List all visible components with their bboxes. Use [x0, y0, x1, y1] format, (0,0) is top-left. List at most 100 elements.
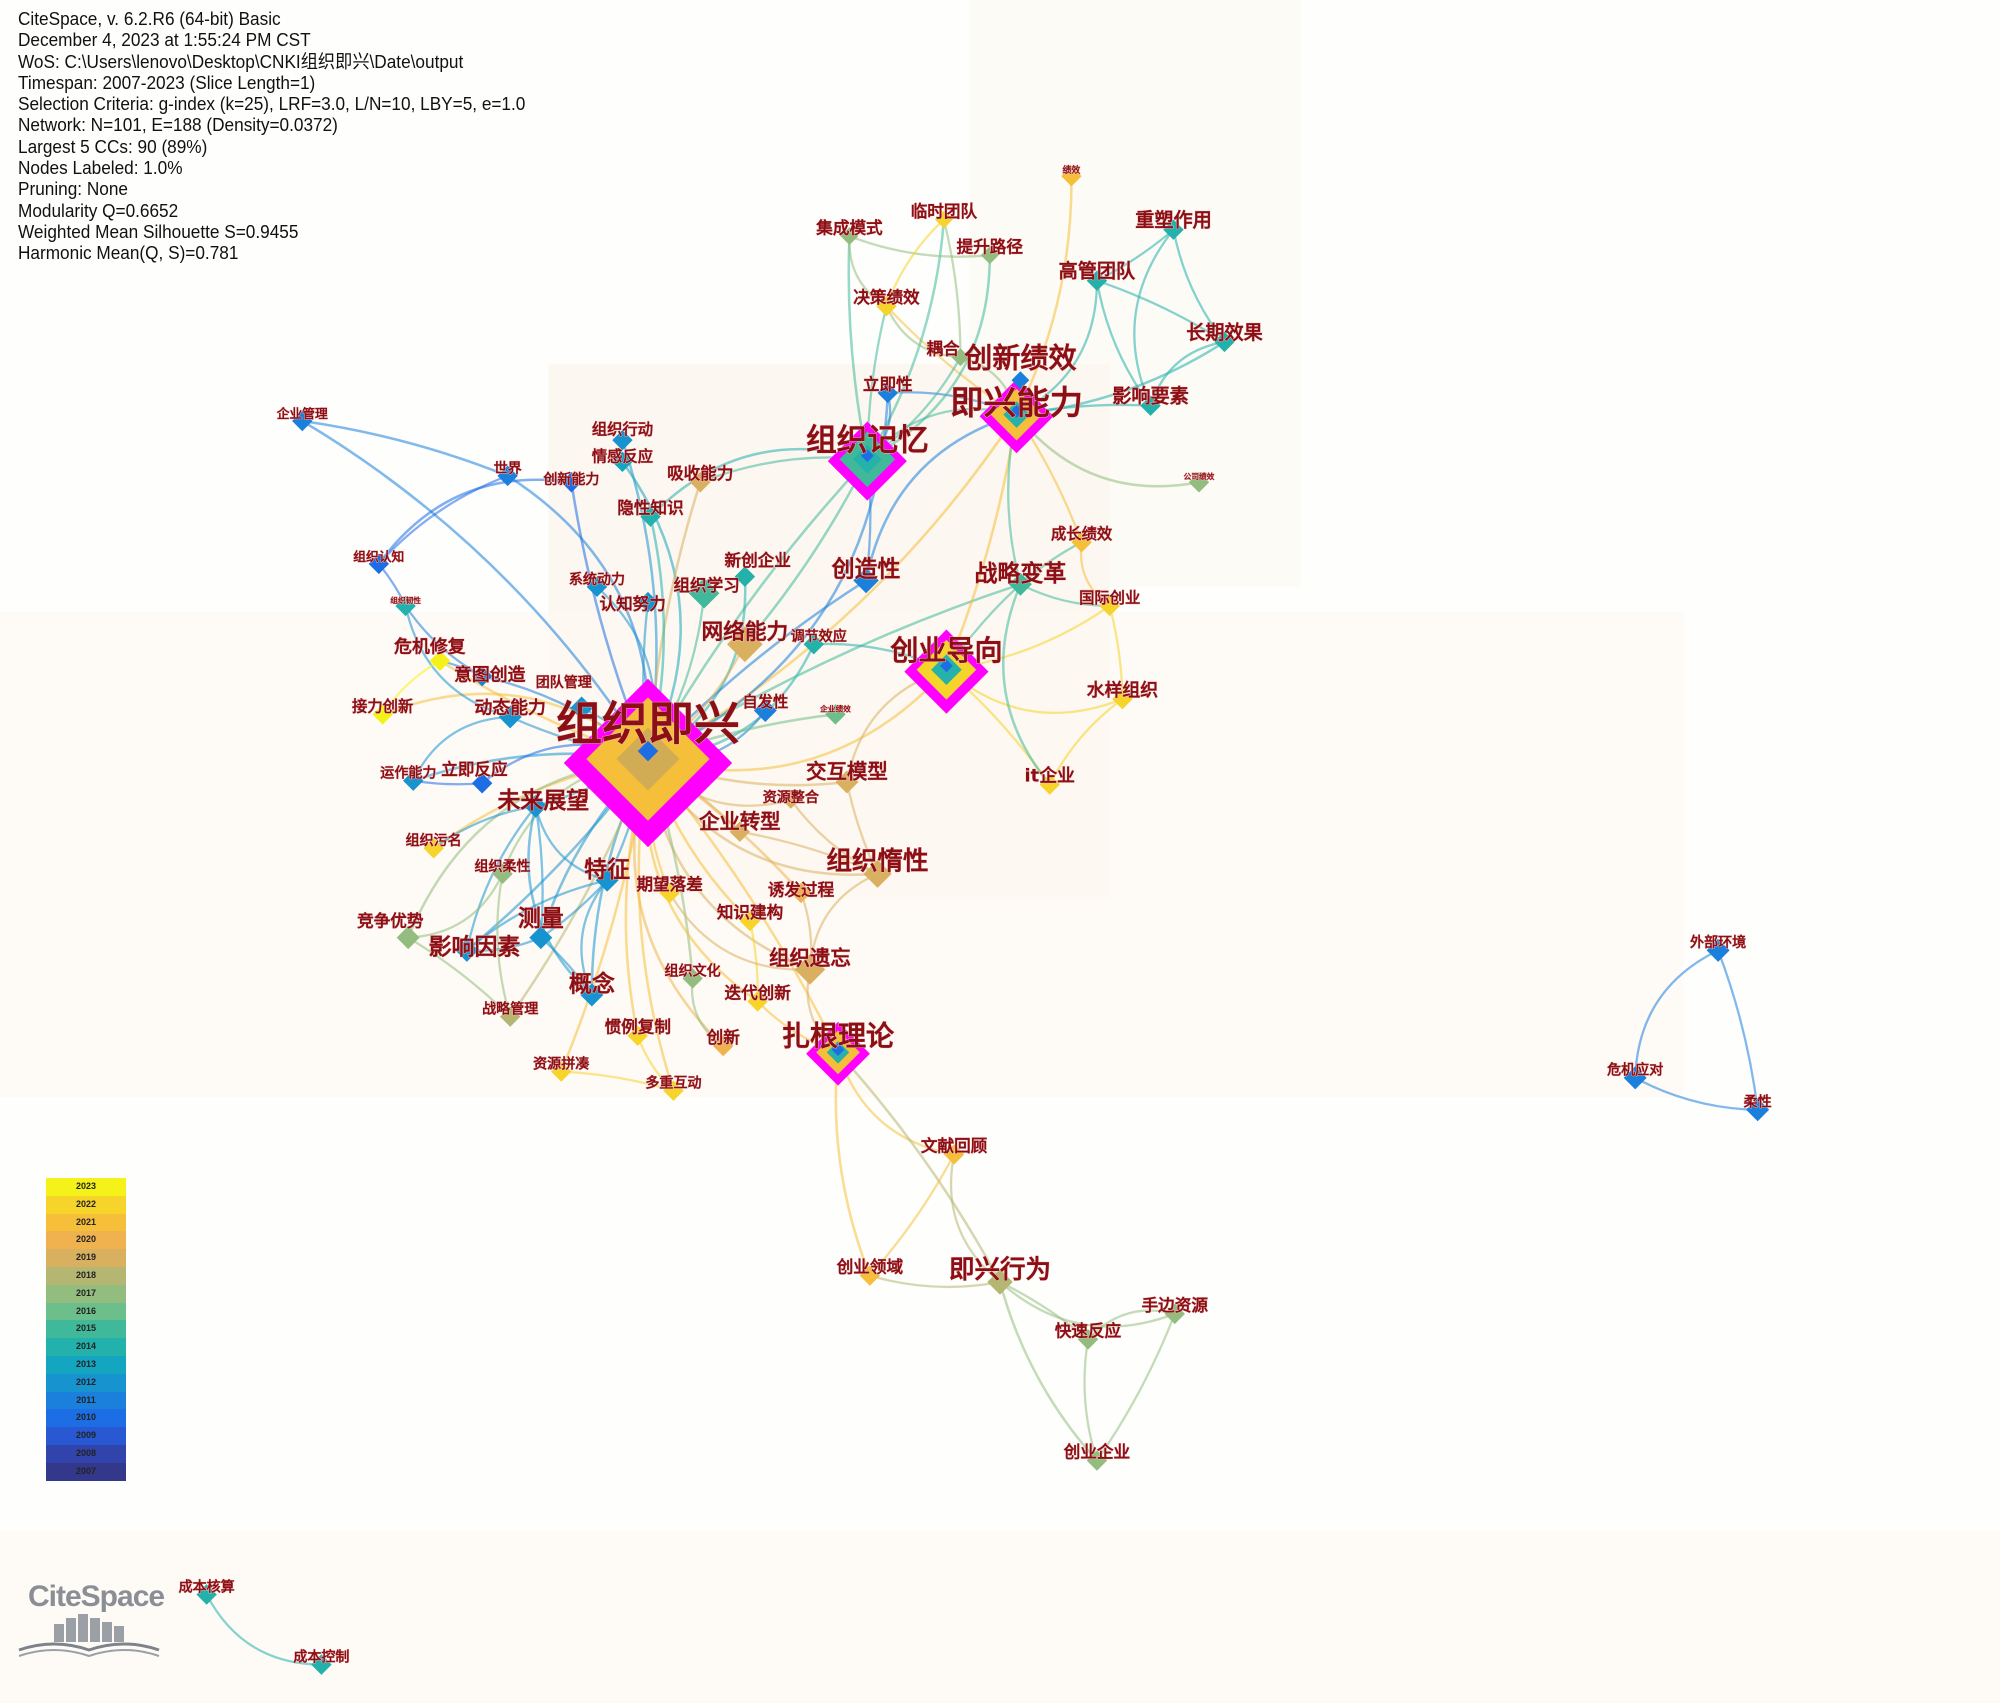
node-组织认知[interactable] — [368, 553, 390, 575]
node-layer — [196, 165, 1770, 1675]
node-label: 资源拼凑 — [533, 1055, 590, 1072]
node-label: 网络能力 — [702, 619, 789, 645]
node-惯例复制[interactable] — [627, 1025, 648, 1047]
info-line-criteria: Selection Criteria: g-index (k=25), LRF=… — [18, 93, 526, 115]
node-知识建构[interactable] — [739, 910, 761, 932]
node-手边资源[interactable] — [1164, 1303, 1185, 1325]
edge-长期效果-影响要素 — [1149, 340, 1225, 407]
node-创业企业[interactable] — [1086, 1450, 1108, 1471]
node-label: 高管团队 — [1059, 260, 1136, 283]
node-国际创业[interactable] — [1099, 595, 1120, 617]
node-提升路径[interactable] — [980, 246, 999, 265]
node-绩效[interactable] — [1061, 165, 1082, 187]
legend-year-2020: 2020 — [46, 1231, 126, 1250]
node-组织行动[interactable] — [612, 429, 633, 451]
node-世界[interactable] — [497, 465, 518, 487]
node-影响因素[interactable] — [455, 938, 479, 962]
node-系统动力[interactable] — [586, 576, 608, 598]
node-水样组织[interactable] — [1112, 688, 1133, 710]
node-情感反应[interactable] — [612, 451, 633, 473]
node-危机应对[interactable] — [1623, 1066, 1647, 1090]
node-未来展望[interactable] — [524, 794, 548, 818]
node-网络能力[interactable] — [727, 626, 763, 663]
node-期望落差[interactable] — [659, 882, 680, 904]
node-测量[interactable] — [529, 926, 553, 950]
node-意图创造[interactable] — [471, 665, 493, 687]
edge-集成模式-决策绩效 — [848, 236, 888, 308]
node-战略管理[interactable] — [500, 1006, 521, 1027]
node-柔性[interactable] — [1746, 1098, 1770, 1122]
node-即兴能力[interactable] — [979, 379, 1054, 454]
node-迭代创新[interactable] — [747, 991, 768, 1012]
node-组织惰性[interactable] — [863, 859, 892, 888]
node-资源整合[interactable] — [781, 790, 800, 809]
node-多重互动[interactable] — [663, 1080, 684, 1101]
node-创造性[interactable] — [853, 567, 879, 594]
node-立即性[interactable] — [877, 382, 898, 404]
node-集成模式[interactable] — [840, 227, 859, 245]
node-交互模型[interactable] — [835, 770, 859, 794]
node-组织记忆[interactable] — [827, 421, 907, 501]
node-立即反应[interactable] — [471, 773, 493, 794]
node-成本控制[interactable] — [311, 1654, 332, 1675]
node-即兴行为[interactable] — [987, 1269, 1013, 1295]
node-组织韧性[interactable] — [395, 595, 416, 617]
node-团队管理[interactable] — [570, 696, 594, 720]
node-快速反应[interactable] — [1077, 1329, 1099, 1350]
node-label: 接力创新 — [352, 697, 413, 715]
node-组织污名[interactable] — [423, 838, 444, 859]
node-label: 创新绩效 — [963, 341, 1076, 374]
node-高管团队[interactable] — [1086, 270, 1108, 291]
node-长期效果[interactable] — [1214, 331, 1235, 353]
node-组织学习[interactable] — [688, 577, 720, 609]
node-label: 组织韧性 — [390, 595, 421, 605]
node-资源拼凑[interactable] — [551, 1061, 572, 1082]
node-企业管理[interactable] — [292, 410, 313, 432]
node-创新能力[interactable] — [561, 472, 582, 493]
node-企业绩效[interactable] — [825, 704, 846, 725]
node-企业转型[interactable] — [729, 821, 750, 842]
node-概念[interactable] — [580, 983, 604, 1007]
node-重塑作用[interactable] — [1163, 219, 1184, 240]
node-成长绩效[interactable] — [1071, 531, 1092, 553]
node-文献回顾[interactable] — [943, 1144, 965, 1165]
node-战略变革[interactable] — [1008, 572, 1032, 596]
node-影响要素[interactable] — [1140, 395, 1161, 416]
node-接力创新[interactable] — [372, 704, 393, 725]
node-临时团队[interactable] — [934, 210, 953, 229]
node-耦合[interactable] — [951, 348, 970, 367]
node-label: 隐性知识 — [617, 498, 684, 518]
node-决策绩效[interactable] — [876, 296, 897, 317]
node-诱发过程[interactable] — [790, 882, 812, 904]
node-危机修复[interactable] — [429, 650, 451, 672]
node-新创企业[interactable] — [734, 566, 756, 587]
node-特征[interactable] — [595, 868, 619, 892]
node-组织文化[interactable] — [682, 968, 703, 989]
node-label: 创业导向 — [889, 634, 1002, 667]
node-label: 组织即兴 — [556, 696, 740, 750]
info-line-date: December 4, 2023 at 1:55:24 PM CST — [18, 29, 311, 51]
node-吸收能力[interactable] — [690, 472, 711, 493]
node-自发性[interactable] — [753, 699, 777, 723]
node-运作能力[interactable] — [403, 770, 424, 791]
node-创新[interactable] — [713, 1035, 734, 1057]
node-创新绩效[interactable] — [1011, 371, 1030, 390]
node-组织遗忘[interactable] — [794, 954, 826, 985]
node-认知努力[interactable] — [637, 591, 659, 613]
node-竞争优势[interactable] — [396, 926, 420, 950]
node-it企业[interactable] — [1039, 774, 1060, 795]
node-外部环境[interactable] — [1706, 938, 1730, 962]
node-label: 危机应对 — [1606, 1061, 1663, 1078]
legend-year-2015: 2015 — [46, 1320, 126, 1339]
node-成本核算[interactable] — [196, 1584, 217, 1605]
node-组织柔性[interactable] — [492, 863, 513, 885]
legend-year-2010: 2010 — [46, 1409, 126, 1428]
node-创业领域[interactable] — [859, 1265, 881, 1286]
node-公司绩效[interactable] — [1188, 472, 1210, 493]
node-调节效应[interactable] — [803, 634, 824, 655]
node-隐性知识[interactable] — [640, 506, 661, 527]
logo-book-icon — [18, 1614, 160, 1658]
node-动态能力[interactable] — [498, 705, 522, 729]
node-组织即兴[interactable] — [563, 678, 733, 848]
